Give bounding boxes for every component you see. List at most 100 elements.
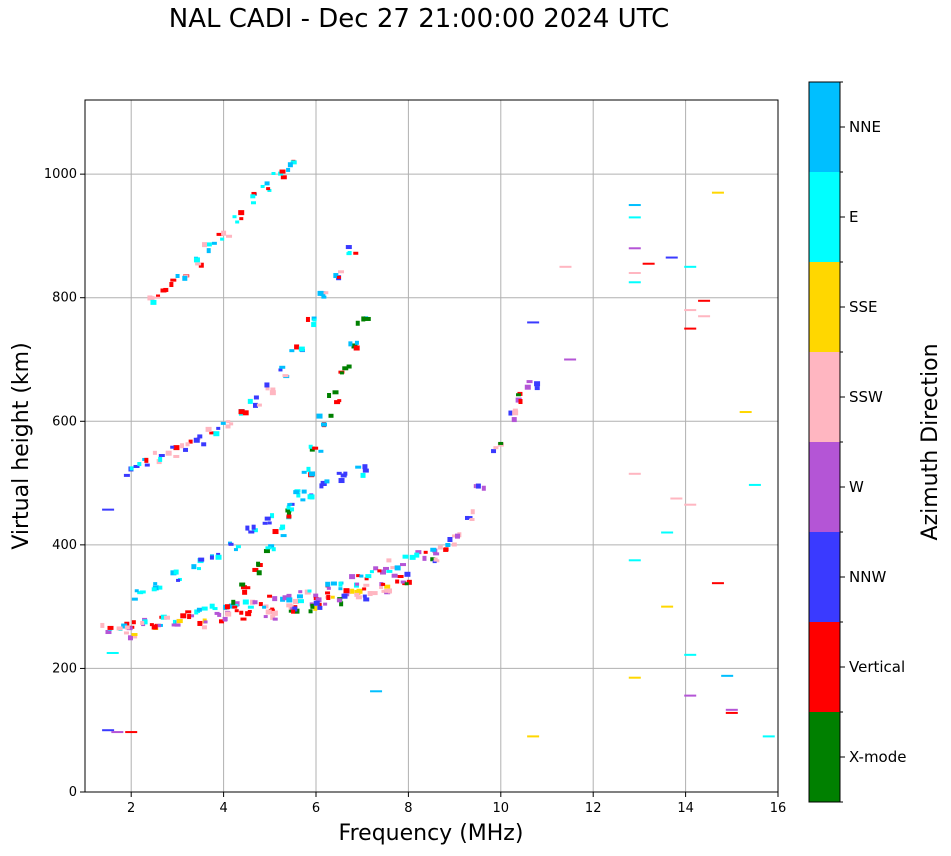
echo-point [250,201,256,205]
echo-point [481,485,486,491]
echo-point [337,270,344,274]
echo-point [309,471,316,477]
echo-point [336,471,342,475]
echo-point [271,547,276,552]
echo-point [326,586,331,590]
echo-point [308,444,313,449]
echo-point [527,321,540,324]
echo-point [193,437,200,443]
echo-point [414,552,420,558]
echo-point [239,217,244,221]
echo-point [516,393,522,397]
echo-point [232,215,237,219]
echo-point [291,609,296,614]
echo-point [307,494,314,500]
echo-point [262,605,267,609]
trace-e-f1-oblique-trace [131,464,369,601]
echo-point [270,614,276,620]
colorbar-segment [809,442,840,532]
echo-point [164,615,171,620]
echo-point [272,617,278,621]
echo-point [338,581,343,587]
echo-point [433,557,438,562]
echo-point [298,346,305,352]
echo-point [287,162,293,168]
echo-point [175,273,180,278]
colorbar-label: Vertical [849,658,905,676]
echo-point [330,595,335,599]
echo-point [665,256,678,259]
echo-point [226,420,231,424]
echo-point [264,516,271,521]
x-tick-label: 8 [404,801,412,816]
echo-point [263,615,268,619]
echo-point [279,169,286,174]
echo-point [339,601,344,607]
echo-point [384,584,391,589]
echo-point [116,626,123,631]
data-layer [100,159,775,738]
echo-point [354,592,360,597]
echo-point [152,450,157,455]
echo-point [386,558,392,563]
y-axis-label: Virtual height (km) [9,342,34,549]
echo-point [280,175,287,180]
echo-point [251,528,258,533]
echo-point [338,478,345,484]
echo-point [367,591,373,597]
echo-point [170,445,175,449]
echo-point [267,594,273,598]
x-tick-label: 4 [219,801,227,816]
echo-point [183,447,189,452]
echo-point [365,574,372,579]
echo-point [661,605,674,608]
echo-point [226,234,233,238]
echo-point [294,344,300,350]
echo-point [642,262,655,265]
echo-point [165,450,172,456]
echo-point [362,468,369,473]
echo-point [263,549,270,554]
colorbar-segment [809,712,840,802]
trace-f-layer-high-cusp [224,316,371,610]
echo-point [133,635,138,639]
x-tick-label: 16 [770,801,787,816]
echo-point [423,550,428,554]
echo-point [242,599,249,605]
echo-point [173,454,180,458]
x-tick-label: 10 [493,801,510,816]
echo-point [670,497,683,500]
echo-point [252,402,258,408]
echo-point [406,579,412,585]
echo-point [234,603,239,607]
y-tick-label: 800 [52,291,77,306]
echo-point [262,521,268,525]
echo-point [271,171,276,175]
echo-point [628,247,641,250]
echo-point [224,604,230,610]
x-tick-label: 14 [677,801,694,816]
colorbar-label: SSE [849,298,878,316]
echo-point [353,251,359,255]
echo-point [343,588,350,594]
echo-point [381,582,386,586]
echo-point [202,242,208,248]
echo-point [213,431,220,437]
echo-point [313,605,318,611]
echo-point [355,582,360,586]
trace-third-hop-trace [147,159,297,305]
echo-point [527,735,540,738]
echo-point [475,483,481,489]
echo-point [282,374,289,378]
echo-point [216,552,221,556]
echo-point [215,554,222,560]
echo-point [373,566,379,571]
echo-point [307,589,312,593]
echo-point [182,275,188,281]
echo-point [430,547,437,552]
echo-point [251,524,256,530]
echo-point [356,574,361,578]
echo-point [372,591,378,596]
echo-point [144,457,149,463]
echo-point [748,483,761,486]
